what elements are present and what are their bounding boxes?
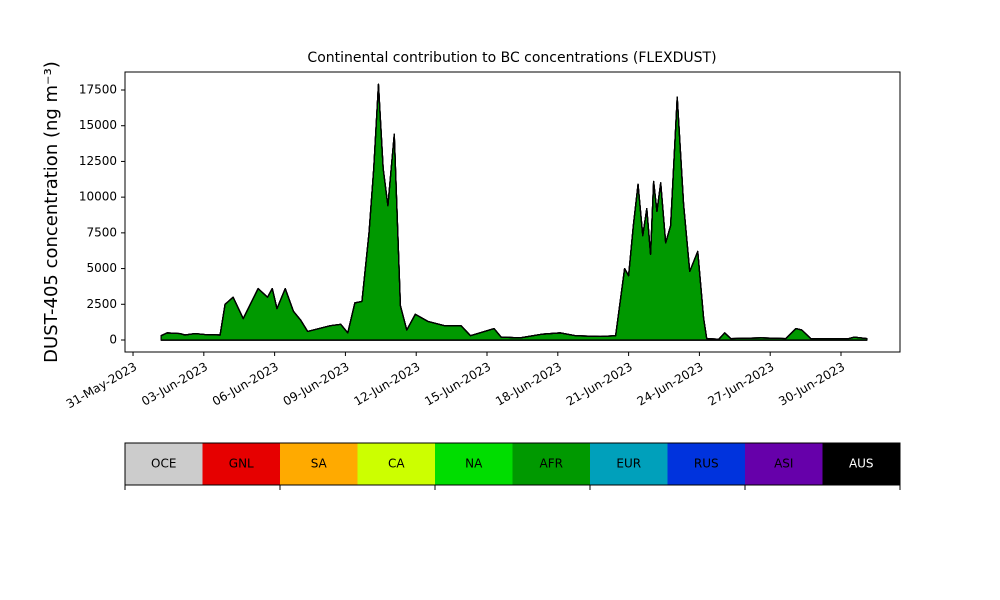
x-tick-label: 31-May-2023 (64, 360, 139, 412)
x-tick-label: 21-Jun-2023 (564, 360, 635, 409)
y-axis-label: DUST-405 concentration (ng m⁻³) (41, 61, 62, 363)
x-tick-label: 30-Jun-2023 (776, 360, 847, 409)
legend-label: AUS (849, 457, 874, 471)
legend-label: EUR (616, 457, 641, 471)
y-tick-label: 5000 (86, 261, 117, 275)
y-tick-label: 10000 (79, 190, 117, 204)
legend-swatch (590, 443, 668, 485)
legend-swatch (667, 443, 745, 485)
y-tick-label: 7500 (86, 225, 117, 239)
x-tick-label: 03-Jun-2023 (139, 360, 210, 409)
legend-label: GNL (229, 457, 254, 471)
legend-swatch (512, 443, 590, 485)
area-layer (160, 83, 868, 340)
legend-swatch (202, 443, 280, 485)
legend-frame (124, 442, 901, 486)
plot-frame (124, 71, 901, 353)
y-tick-label: 17500 (79, 83, 117, 97)
chart-title: Continental contribution to BC concentra… (307, 50, 716, 66)
x-tick-label: 18-Jun-2023 (493, 360, 564, 409)
legend-label: CA (388, 457, 405, 471)
legend-swatch (745, 443, 823, 485)
x-tick-label: 09-Jun-2023 (281, 360, 352, 409)
x-tick-label: 15-Jun-2023 (422, 360, 493, 409)
x-tick-label: 12-Jun-2023 (351, 360, 422, 409)
legend-swatch (822, 443, 900, 485)
y-tick-label: 15000 (79, 118, 117, 132)
legend-label: AFR (540, 457, 563, 471)
x-tick-label: 06-Jun-2023 (210, 360, 281, 409)
y-tick-label: 12500 (79, 154, 117, 168)
legend-label: NA (465, 457, 483, 471)
x-tick-label: 24-Jun-2023 (635, 360, 706, 409)
legend-swatch (357, 443, 435, 485)
y-tick-label: 0 (109, 333, 117, 347)
legend-label: ASI (774, 457, 793, 471)
area-layer (160, 83, 868, 341)
legend-label: RUS (694, 457, 719, 471)
x-tick-label: 27-Jun-2023 (705, 360, 776, 409)
legend-swatch (280, 443, 358, 485)
y-tick-label: 2500 (86, 297, 117, 311)
legend-swatch (125, 443, 203, 485)
legend-swatch (435, 443, 513, 485)
legend-label: OCE (151, 457, 176, 471)
legend-label: SA (311, 457, 328, 471)
